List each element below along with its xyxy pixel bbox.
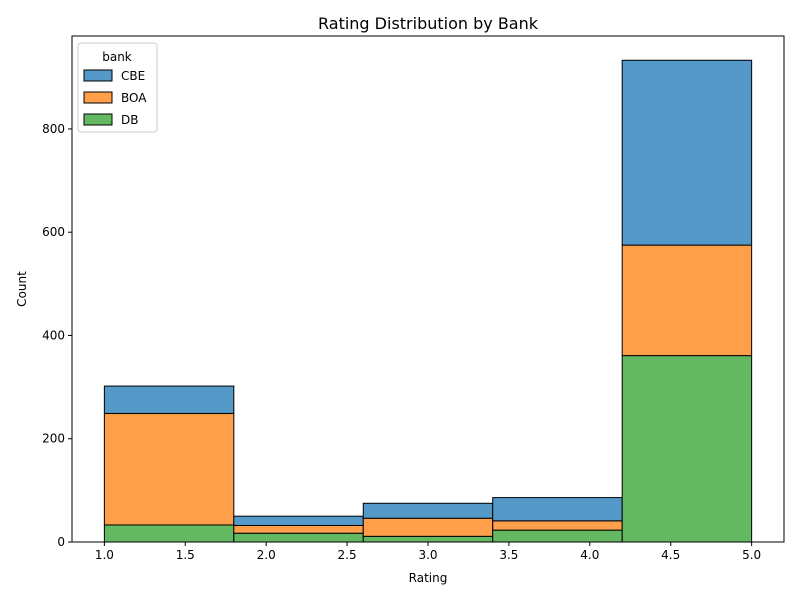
- x-tick-label: 2.5: [338, 548, 357, 562]
- legend-swatch-db: [83, 113, 113, 126]
- bar-db-0: [103, 524, 235, 543]
- x-tick-label: 2.0: [257, 548, 276, 562]
- y-axis-ticks: 0 200 400 600 800: [42, 122, 72, 549]
- x-tick-label: 3.0: [418, 548, 437, 562]
- bars-layer: [103, 59, 753, 543]
- bar-cbe-4: [621, 59, 753, 246]
- x-tick-label: 4.5: [661, 548, 680, 562]
- legend-frame: [77, 42, 158, 133]
- y-tick-label: 0: [57, 535, 65, 549]
- bar-db-1: [233, 532, 364, 543]
- y-tick-label: 400: [42, 328, 65, 342]
- legend-label-cbe: CBE: [121, 69, 145, 83]
- bar-boa-1: [233, 524, 364, 534]
- x-axis-label: Rating: [409, 571, 448, 585]
- x-axis-ticks: 1.0 1.5 2.0 2.5 3.0 3.5 4.0 4.5 5.0: [95, 542, 761, 562]
- x-tick-label: 4.0: [580, 548, 599, 562]
- bar-cbe-0: [103, 385, 235, 414]
- bar-db-2: [362, 535, 494, 543]
- bar-boa-3: [492, 520, 623, 531]
- y-axis-label: Count: [15, 271, 29, 307]
- bar-cbe-3: [492, 497, 623, 522]
- y-tick-label: 600: [42, 225, 65, 239]
- legend-swatch-cbe: [83, 69, 113, 82]
- y-tick-label: 200: [42, 432, 65, 446]
- x-tick-label: 5.0: [742, 548, 761, 562]
- legend-items: CBE BOA DB: [83, 69, 147, 127]
- legend: bank CBE BOA DB: [77, 42, 158, 133]
- y-tick-label: 800: [42, 122, 65, 136]
- bar-cbe-2: [362, 502, 494, 519]
- bar-boa-0: [103, 412, 235, 526]
- x-tick-label: 3.5: [499, 548, 518, 562]
- legend-label-boa: BOA: [121, 91, 147, 105]
- bar-cbe-1: [233, 515, 364, 526]
- legend-label-db: DB: [121, 113, 138, 127]
- bar-boa-2: [362, 517, 494, 537]
- bar-boa-4: [621, 244, 753, 357]
- bar-db-3: [492, 529, 623, 543]
- chart-title: Rating Distribution by Bank: [318, 14, 539, 33]
- legend-swatch-boa: [83, 91, 113, 104]
- x-tick-label: 1.0: [95, 548, 114, 562]
- legend-title: bank: [102, 50, 132, 64]
- bar-db-4: [621, 355, 753, 543]
- x-tick-label: 1.5: [176, 548, 195, 562]
